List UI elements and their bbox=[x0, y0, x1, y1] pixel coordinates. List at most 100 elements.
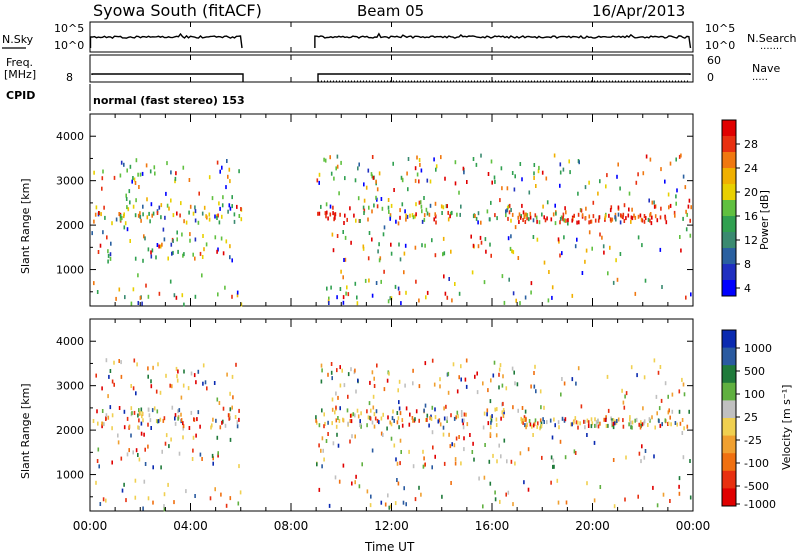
nsky-trace-before-gap bbox=[89, 32, 243, 49]
range-gate-cell bbox=[678, 476, 681, 481]
range-gate-cell bbox=[398, 425, 400, 430]
range-gate-cell bbox=[577, 212, 580, 217]
range-gate-cell bbox=[318, 443, 320, 448]
x-tick-label: 08:00 bbox=[274, 519, 309, 533]
range-gate-cell bbox=[636, 373, 638, 378]
range-gate-cell bbox=[358, 162, 360, 167]
range-gate-cell bbox=[380, 431, 383, 436]
range-gate-cell bbox=[331, 421, 333, 426]
range-gate-cell bbox=[546, 216, 548, 221]
range-gate-cell bbox=[371, 155, 374, 159]
range-gate-cell bbox=[149, 219, 151, 224]
range-gate-cell bbox=[658, 406, 661, 411]
range-gate-cell bbox=[386, 426, 388, 431]
range-gate-cell bbox=[132, 287, 135, 292]
range-gate-cell bbox=[667, 192, 670, 197]
range-gate-cell bbox=[372, 175, 375, 180]
range-gate-cell bbox=[229, 391, 231, 396]
range-gate-cell bbox=[577, 425, 579, 430]
range-gate-cell bbox=[628, 207, 630, 212]
range-gate-cell bbox=[197, 369, 200, 374]
range-gate-cell bbox=[409, 213, 411, 218]
range-gate-cell bbox=[565, 210, 567, 215]
range-gate-cell bbox=[174, 179, 176, 184]
range-gate-cell bbox=[414, 497, 417, 502]
range-gate-cell bbox=[108, 374, 110, 379]
range-gate-cell bbox=[397, 221, 400, 226]
range-gate-cell bbox=[149, 169, 152, 174]
range-gate-cell bbox=[599, 421, 601, 426]
range-gate-cell bbox=[143, 432, 145, 437]
range-gate-cell bbox=[341, 368, 343, 373]
range-gate-cell bbox=[174, 416, 176, 421]
range-gate-cell bbox=[489, 425, 492, 430]
range-gate-cell bbox=[157, 419, 160, 424]
range-gate-cell bbox=[519, 162, 522, 166]
range-gate-cell bbox=[144, 462, 147, 466]
range-gate-cell bbox=[216, 160, 219, 165]
noise-left-tick-bottom: 10^0 bbox=[54, 39, 84, 52]
range-gate-cell bbox=[355, 474, 357, 479]
range-gate-cell bbox=[334, 410, 336, 415]
range-gate-cell bbox=[323, 412, 325, 417]
range-gate-cell bbox=[148, 211, 150, 216]
range-gate-cell bbox=[616, 174, 618, 179]
range-gate-cell bbox=[597, 424, 600, 429]
range-gate-cell bbox=[511, 249, 513, 254]
range-gate-cell bbox=[668, 408, 670, 413]
range-gate-cell bbox=[201, 255, 204, 259]
range-gate-cell bbox=[586, 481, 588, 486]
range-gate-cell bbox=[137, 413, 139, 418]
range-gate-cell bbox=[500, 416, 502, 421]
range-gate-cell bbox=[562, 167, 565, 172]
range-gate-cell bbox=[336, 432, 338, 437]
range-gate-cell bbox=[562, 212, 565, 217]
range-gate-cell bbox=[573, 213, 575, 218]
range-gate-cell bbox=[382, 232, 385, 237]
colorbar-segment bbox=[722, 216, 736, 233]
range-gate-cell bbox=[95, 373, 97, 378]
range-gate-cell bbox=[542, 417, 544, 422]
range-gate-cell bbox=[629, 415, 631, 420]
range-gate-cell bbox=[182, 435, 184, 440]
range-gate-cell bbox=[162, 227, 165, 232]
range-gate-cell bbox=[192, 211, 195, 216]
range-gate-cell bbox=[351, 481, 353, 486]
range-gate-cell bbox=[170, 437, 172, 442]
freq-panel: Freq. [MHz] 8 60 0 Nave ..... bbox=[4, 54, 780, 84]
range-gate-cell bbox=[659, 247, 662, 252]
range-gate-cell bbox=[510, 459, 513, 464]
range-gate-cell bbox=[424, 462, 426, 467]
range-gate-cell bbox=[552, 458, 555, 463]
range-gate-cell bbox=[363, 198, 366, 203]
power-frame bbox=[89, 113, 694, 307]
range-gate-cell bbox=[387, 415, 389, 420]
range-gate-cell bbox=[630, 365, 633, 370]
range-gate-cell bbox=[688, 198, 691, 203]
range-gate-cell bbox=[501, 274, 504, 279]
range-gate-cell bbox=[396, 461, 399, 466]
range-gate-cell bbox=[585, 248, 588, 253]
range-gate-cell bbox=[211, 196, 214, 201]
range-gate-cell bbox=[543, 215, 545, 220]
range-gate-cell bbox=[162, 418, 165, 423]
range-gate-cell bbox=[208, 212, 211, 217]
range-gate-cell bbox=[218, 220, 221, 225]
range-gate-cell bbox=[342, 463, 345, 468]
range-gate-cell bbox=[615, 258, 617, 263]
range-gate-cell bbox=[216, 249, 218, 254]
range-gate-cell bbox=[321, 368, 323, 373]
range-gate-cell bbox=[591, 421, 594, 426]
range-gate-cell bbox=[324, 421, 326, 426]
range-gate-cell bbox=[225, 239, 228, 244]
range-gate-cell bbox=[584, 425, 586, 430]
range-gate-cell bbox=[418, 298, 420, 303]
range-gate-cell bbox=[423, 408, 425, 413]
range-gate-cell bbox=[142, 506, 144, 511]
range-gate-cell bbox=[150, 250, 152, 255]
range-gate-cell bbox=[437, 419, 440, 424]
range-gate-cell bbox=[610, 205, 613, 210]
range-gate-cell bbox=[584, 259, 586, 264]
range-gate-cell bbox=[217, 451, 219, 456]
range-gate-cell bbox=[339, 406, 341, 411]
